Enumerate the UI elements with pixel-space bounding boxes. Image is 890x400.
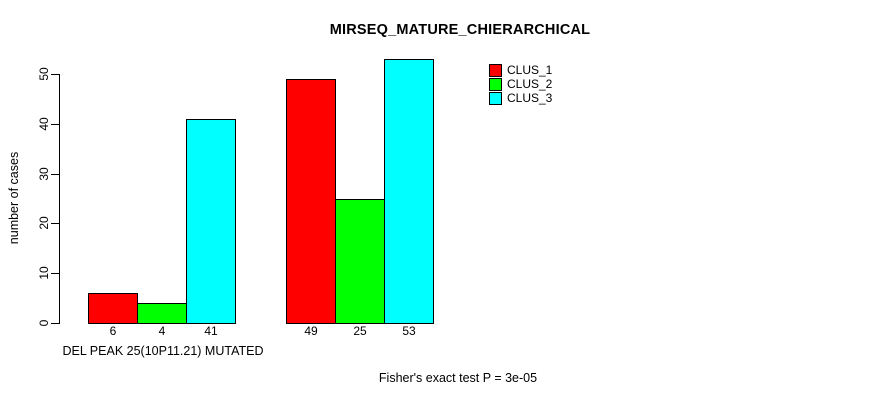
bar-clus_1-group1: [88, 293, 138, 324]
y-tick-label: 10: [37, 266, 51, 280]
legend-label: CLUS_3: [507, 91, 553, 105]
bar-value-label: 25: [353, 324, 367, 338]
legend-swatch-icon: [489, 64, 502, 77]
bar-clus_2-group1: [137, 303, 187, 324]
y-tick: [51, 123, 59, 125]
y-axis-line: [59, 74, 60, 324]
bar-clus_1-group2: [286, 78, 336, 324]
legend-item-clus_3: CLUS_3: [489, 92, 552, 105]
legend-swatch-icon: [489, 78, 502, 91]
y-tick: [51, 173, 59, 175]
y-tick-label: 30: [37, 166, 51, 181]
legend-label: CLUS_2: [507, 77, 553, 91]
bar-value-label: 6: [109, 324, 117, 338]
legend-swatch-icon: [489, 92, 502, 105]
bar-clus_2-group2: [335, 198, 385, 324]
y-axis-label: number of cases: [7, 151, 21, 245]
y-tick-label: 50: [37, 67, 51, 81]
chart-title: MIRSEQ_MATURE_CHIERARCHICAL: [329, 22, 591, 38]
x-group-label-1: DEL PEAK 25(10P11.21) MUTATED: [62, 344, 264, 358]
bar-clus_3-group2: [384, 59, 434, 324]
y-tick-label: 20: [37, 216, 51, 231]
y-tick: [51, 223, 59, 225]
bar-value-label: 41: [204, 324, 218, 338]
y-tick: [51, 323, 59, 324]
y-tick-label: 0: [37, 319, 51, 327]
bar-value-label: 53: [402, 324, 416, 338]
legend-item-clus_2: CLUS_2: [489, 78, 552, 91]
legend: CLUS_1 CLUS_2 CLUS_3: [489, 64, 552, 106]
y-tick-label: 40: [37, 117, 51, 131]
y-tick: [51, 74, 59, 75]
bar-value-label: 49: [304, 324, 318, 338]
fisher-test-annotation: Fisher's exact test P = 3e-05: [378, 371, 538, 385]
bar-clus_3-group1: [186, 118, 236, 324]
legend-label: CLUS_1: [507, 63, 553, 77]
legend-item-clus_1: CLUS_1: [489, 64, 552, 77]
y-tick: [51, 273, 59, 275]
bar-value-label: 4: [158, 324, 166, 338]
